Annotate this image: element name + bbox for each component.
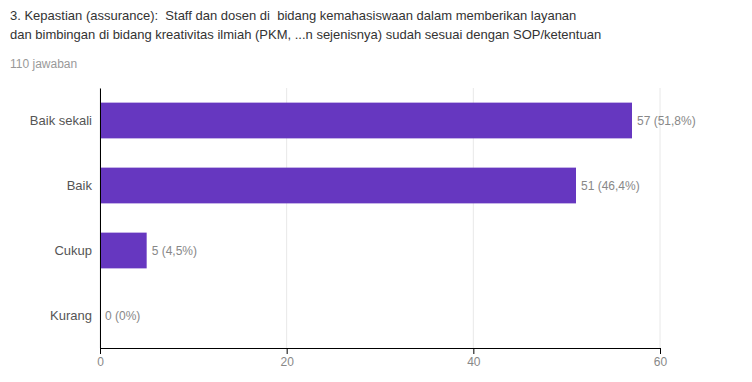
x-tick-mark bbox=[473, 348, 474, 354]
x-tick-mark bbox=[100, 348, 101, 354]
data-label: 5 (4,5%) bbox=[152, 244, 197, 258]
bars bbox=[100, 103, 632, 269]
y-tick-label: Baik bbox=[67, 178, 93, 193]
y-tick-label: Cukup bbox=[54, 243, 92, 258]
chart: 3. Kepastian (assurance): Staff dan dose… bbox=[0, 0, 752, 382]
x-tick-mark bbox=[287, 348, 288, 354]
grid-line bbox=[100, 88, 101, 348]
x-tick: 0 bbox=[97, 348, 104, 369]
x-axis-line bbox=[101, 349, 661, 355]
x-tick-label: 0 bbox=[97, 355, 104, 369]
y-axis: Baik sekali Baik Cukup Kurang bbox=[30, 89, 101, 349]
y-tick: Kurang bbox=[50, 308, 100, 323]
subtitle: 110 jawaban bbox=[10, 57, 77, 71]
bar bbox=[100, 168, 576, 204]
title: 3. Kepastian (assurance): Staff dan dose… bbox=[10, 8, 576, 23]
y-tick-label: Baik sekali bbox=[30, 113, 92, 128]
y-tick: Cukup bbox=[54, 243, 100, 258]
y-tick-label: Kurang bbox=[50, 308, 92, 323]
y-tick: Baik bbox=[67, 178, 100, 193]
x-tick: 60 bbox=[654, 348, 668, 369]
x-tick: 40 bbox=[467, 348, 481, 369]
bar bbox=[100, 233, 147, 269]
grid bbox=[100, 88, 660, 348]
x-tick-mark bbox=[660, 348, 661, 354]
bar bbox=[100, 103, 632, 139]
data-label: 51 (46,4%) bbox=[581, 179, 640, 193]
x-tick-label: 60 bbox=[654, 355, 668, 369]
data-labels: 57 (51,8%) 51 (46,4%) 5 (4,5%) 0 (0%) bbox=[105, 114, 696, 323]
x-tick: 20 bbox=[280, 348, 294, 369]
x-axis: 0 20 40 60 bbox=[97, 348, 667, 369]
data-label: 57 (51,8%) bbox=[637, 114, 696, 128]
y-axis-line bbox=[100, 89, 101, 349]
plot: 57 (51,8%) 51 (46,4%) 5 (4,5%) 0 (0%) 0 20 40 6… bbox=[30, 88, 696, 369]
x-tick-label: 20 bbox=[280, 355, 294, 369]
y-tick: Baik sekali bbox=[30, 113, 100, 128]
title: dan bimbingan di bidang kreativitas ilmi… bbox=[10, 27, 601, 42]
data-label: 0 (0%) bbox=[105, 309, 140, 323]
x-tick-label: 40 bbox=[467, 355, 481, 369]
